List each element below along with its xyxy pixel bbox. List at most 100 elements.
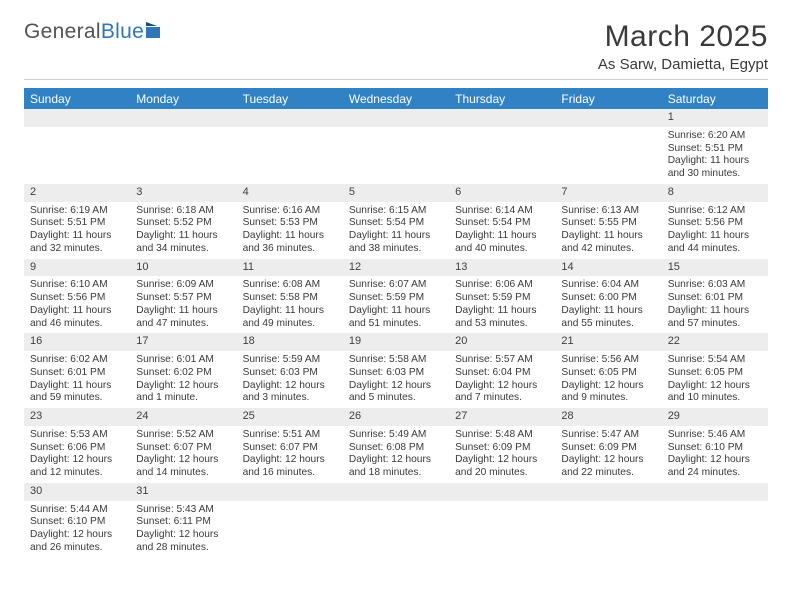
day-content-cell: Sunrise: 6:16 AMSunset: 5:53 PMDaylight:… — [237, 202, 343, 259]
sunset-line: Sunset: 5:52 PM — [136, 217, 230, 230]
daylight-line: Daylight: 11 hours and 40 minutes. — [455, 230, 549, 256]
sunset-line: Sunset: 6:01 PM — [668, 292, 762, 305]
sunrise-line: Sunrise: 5:47 AM — [561, 429, 655, 442]
day-number-cell — [237, 483, 343, 501]
daylight-line: Daylight: 11 hours and 51 minutes. — [349, 305, 443, 331]
day-content-cell: Sunrise: 5:59 AMSunset: 6:03 PMDaylight:… — [237, 351, 343, 408]
day-content-cell: Sunrise: 5:46 AMSunset: 6:10 PMDaylight:… — [662, 426, 768, 483]
daylight-line: Daylight: 11 hours and 47 minutes. — [136, 305, 230, 331]
day-content-cell: Sunrise: 6:03 AMSunset: 6:01 PMDaylight:… — [662, 276, 768, 333]
day-number-row: 1 — [24, 109, 768, 127]
daylight-line: Daylight: 12 hours and 26 minutes. — [30, 529, 124, 555]
brand-name-2: Blue — [101, 20, 144, 44]
sunset-line: Sunset: 5:59 PM — [349, 292, 443, 305]
day-number-cell: 7 — [555, 184, 661, 202]
brand-logo: GeneralBlue — [24, 20, 170, 44]
day-number-cell — [449, 109, 555, 127]
day-content-row: Sunrise: 6:02 AMSunset: 6:01 PMDaylight:… — [24, 351, 768, 408]
day-content-cell: Sunrise: 6:08 AMSunset: 5:58 PMDaylight:… — [237, 276, 343, 333]
location-text: As Sarw, Damietta, Egypt — [598, 56, 768, 73]
daylight-line: Daylight: 11 hours and 59 minutes. — [30, 380, 124, 406]
sunset-line: Sunset: 5:53 PM — [243, 217, 337, 230]
day-content-cell: Sunrise: 5:57 AMSunset: 6:04 PMDaylight:… — [449, 351, 555, 408]
day-content-cell: Sunrise: 5:52 AMSunset: 6:07 PMDaylight:… — [130, 426, 236, 483]
sunrise-line: Sunrise: 6:03 AM — [668, 279, 762, 292]
sunrise-line: Sunrise: 6:12 AM — [668, 205, 762, 218]
day-content-cell: Sunrise: 6:19 AMSunset: 5:51 PMDaylight:… — [24, 202, 130, 259]
page-header: GeneralBlue March 2025 As Sarw, Damietta… — [24, 20, 768, 80]
day-number-row: 16171819202122 — [24, 333, 768, 351]
sunset-line: Sunset: 5:58 PM — [243, 292, 337, 305]
flag-icon — [146, 22, 170, 38]
daylight-line: Daylight: 12 hours and 28 minutes. — [136, 529, 230, 555]
sunrise-line: Sunrise: 6:02 AM — [30, 354, 124, 367]
sunset-line: Sunset: 6:01 PM — [30, 367, 124, 380]
sunrise-line: Sunrise: 6:01 AM — [136, 354, 230, 367]
sunset-line: Sunset: 6:10 PM — [668, 442, 762, 455]
sunset-line: Sunset: 6:08 PM — [349, 442, 443, 455]
daylight-line: Daylight: 12 hours and 5 minutes. — [349, 380, 443, 406]
day-number-cell: 31 — [130, 483, 236, 501]
daylight-line: Daylight: 12 hours and 10 minutes. — [668, 380, 762, 406]
weekday-header: Monday — [130, 88, 236, 109]
day-number-row: 23242526272829 — [24, 408, 768, 426]
sunrise-line: Sunrise: 5:44 AM — [30, 504, 124, 517]
daylight-line: Daylight: 12 hours and 14 minutes. — [136, 454, 230, 480]
day-content-cell: Sunrise: 5:58 AMSunset: 6:03 PMDaylight:… — [343, 351, 449, 408]
sunset-line: Sunset: 6:07 PM — [243, 442, 337, 455]
day-content-cell: Sunrise: 6:02 AMSunset: 6:01 PMDaylight:… — [24, 351, 130, 408]
day-number-cell: 24 — [130, 408, 236, 426]
day-content-cell — [237, 501, 343, 558]
day-number-cell: 9 — [24, 259, 130, 277]
sunset-line: Sunset: 6:06 PM — [30, 442, 124, 455]
sunset-line: Sunset: 6:04 PM — [455, 367, 549, 380]
sunset-line: Sunset: 6:11 PM — [136, 516, 230, 529]
day-content-cell: Sunrise: 6:15 AMSunset: 5:54 PMDaylight:… — [343, 202, 449, 259]
sunrise-line: Sunrise: 5:46 AM — [668, 429, 762, 442]
day-content-cell: Sunrise: 6:18 AMSunset: 5:52 PMDaylight:… — [130, 202, 236, 259]
day-number-cell: 20 — [449, 333, 555, 351]
sunrise-line: Sunrise: 5:43 AM — [136, 504, 230, 517]
weekday-header-row: Sunday Monday Tuesday Wednesday Thursday… — [24, 88, 768, 109]
sunrise-line: Sunrise: 5:54 AM — [668, 354, 762, 367]
day-number-cell: 16 — [24, 333, 130, 351]
weekday-header: Tuesday — [237, 88, 343, 109]
sunrise-line: Sunrise: 6:20 AM — [668, 130, 762, 143]
sunrise-line: Sunrise: 6:04 AM — [561, 279, 655, 292]
day-content-cell — [343, 127, 449, 184]
sunset-line: Sunset: 6:09 PM — [455, 442, 549, 455]
sunset-line: Sunset: 6:05 PM — [668, 367, 762, 380]
sunrise-line: Sunrise: 5:53 AM — [30, 429, 124, 442]
sunrise-line: Sunrise: 6:07 AM — [349, 279, 443, 292]
day-content-cell: Sunrise: 6:04 AMSunset: 6:00 PMDaylight:… — [555, 276, 661, 333]
sunset-line: Sunset: 6:10 PM — [30, 516, 124, 529]
day-content-cell — [449, 501, 555, 558]
day-number-cell: 2 — [24, 184, 130, 202]
day-number-cell: 6 — [449, 184, 555, 202]
day-number-row: 2345678 — [24, 184, 768, 202]
day-content-cell: Sunrise: 5:51 AMSunset: 6:07 PMDaylight:… — [237, 426, 343, 483]
day-content-cell: Sunrise: 6:12 AMSunset: 5:56 PMDaylight:… — [662, 202, 768, 259]
day-number-cell: 10 — [130, 259, 236, 277]
day-content-cell — [555, 127, 661, 184]
sunrise-line: Sunrise: 5:56 AM — [561, 354, 655, 367]
page-title: March 2025 — [598, 20, 768, 54]
day-content-row: Sunrise: 5:44 AMSunset: 6:10 PMDaylight:… — [24, 501, 768, 558]
weekday-header: Saturday — [662, 88, 768, 109]
calendar-page: GeneralBlue March 2025 As Sarw, Damietta… — [0, 0, 792, 576]
day-number-cell: 17 — [130, 333, 236, 351]
sunrise-line: Sunrise: 6:08 AM — [243, 279, 337, 292]
day-number-cell: 25 — [237, 408, 343, 426]
day-content-cell: Sunrise: 6:13 AMSunset: 5:55 PMDaylight:… — [555, 202, 661, 259]
day-number-cell: 22 — [662, 333, 768, 351]
sunset-line: Sunset: 5:59 PM — [455, 292, 549, 305]
sunrise-line: Sunrise: 5:59 AM — [243, 354, 337, 367]
day-content-cell: Sunrise: 5:49 AMSunset: 6:08 PMDaylight:… — [343, 426, 449, 483]
day-content-cell: Sunrise: 5:43 AMSunset: 6:11 PMDaylight:… — [130, 501, 236, 558]
day-number-cell — [24, 109, 130, 127]
sunrise-line: Sunrise: 5:48 AM — [455, 429, 549, 442]
day-number-cell — [237, 109, 343, 127]
daylight-line: Daylight: 11 hours and 36 minutes. — [243, 230, 337, 256]
daylight-line: Daylight: 12 hours and 1 minute. — [136, 380, 230, 406]
day-content-cell: Sunrise: 5:53 AMSunset: 6:06 PMDaylight:… — [24, 426, 130, 483]
